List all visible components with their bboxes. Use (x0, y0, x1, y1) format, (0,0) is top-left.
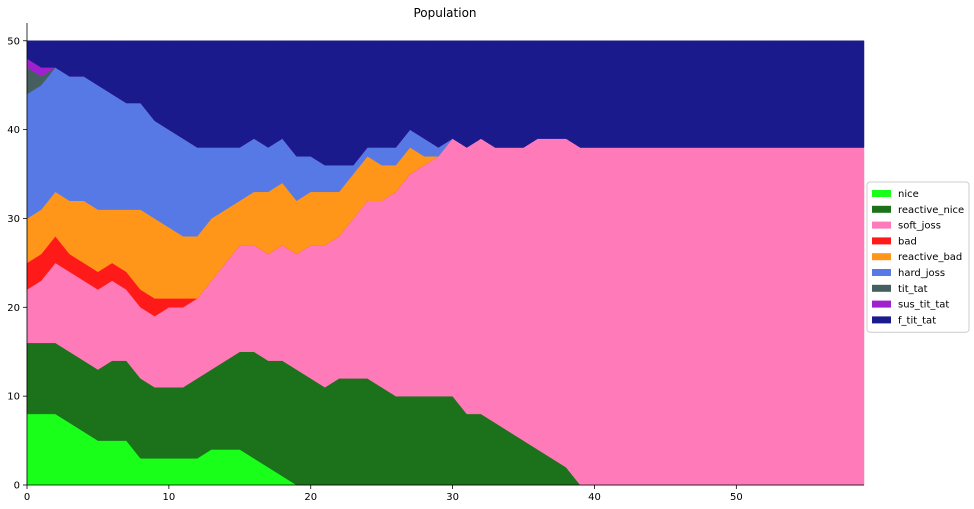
legend-label-sus-tit-tat: sus_tit_tat (898, 300, 949, 311)
legend-swatch (872, 237, 891, 245)
legend-swatch (872, 221, 891, 229)
y-tick-label: 0 (14, 481, 20, 492)
legend-label-tit-tat: tit_tat (898, 284, 928, 295)
legend-swatch (872, 284, 891, 292)
y-tick-label: 10 (7, 392, 20, 403)
legend-swatch (872, 269, 891, 276)
legend-label-nice: nice (898, 189, 919, 200)
legend-frame (866, 181, 970, 333)
chart-title: Population (413, 6, 476, 20)
axes: 0 10 20 30 40 50 0 10 20 30 40 50 (7, 23, 864, 503)
x-tick-label: 0 (24, 492, 30, 503)
legend-label-reactive-nice: reactive_nice (898, 205, 964, 216)
y-tick-label: 50 (7, 36, 20, 47)
y-tick-label: 30 (7, 214, 20, 225)
legend-label-soft-joss: soft_joss (898, 221, 941, 232)
legend-label-hard-joss: hard_joss (898, 268, 945, 279)
legend-swatch (872, 253, 891, 261)
legend-swatch (872, 300, 891, 308)
x-tick-label: 50 (730, 492, 743, 503)
legend-label-f-tit-tat: f_tit_tat (898, 315, 936, 326)
legend-swatch (872, 316, 891, 324)
legend-swatch (872, 190, 891, 197)
x-tick-label: 10 (162, 492, 175, 503)
legend-label-bad: bad (898, 236, 917, 247)
area-f-tit-tat (26, 40, 865, 166)
legend-label-reactive-bad: reactive_bad (898, 252, 962, 263)
legend-swatch (872, 205, 891, 213)
area-layers (26, 40, 865, 486)
x-tick-label: 40 (588, 492, 601, 503)
y-tick-label: 40 (7, 125, 20, 136)
x-tick-label: 30 (446, 492, 459, 503)
x-tick-label: 20 (304, 492, 317, 503)
y-tick-label: 20 (7, 303, 20, 314)
